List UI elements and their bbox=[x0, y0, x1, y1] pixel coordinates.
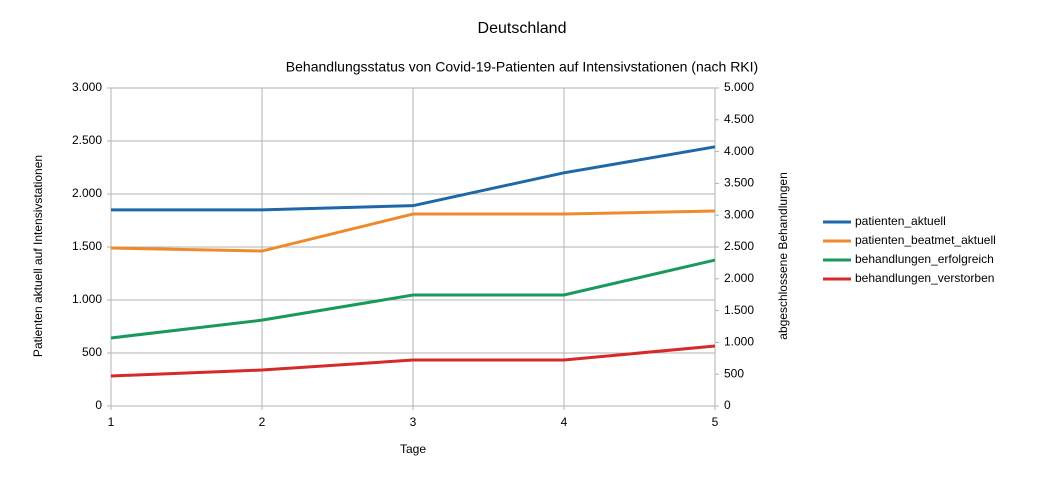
y-tick-label: 0 bbox=[95, 398, 102, 412]
legend-label: patienten_beatmet_aktuell bbox=[855, 233, 996, 247]
y2-tick-label: 2.000 bbox=[724, 271, 754, 285]
chart-title: Deutschland bbox=[478, 20, 567, 37]
x-tick-label: 2 bbox=[259, 415, 266, 429]
y2-tick-label: 0 bbox=[724, 398, 731, 412]
x-tick-label: 1 bbox=[108, 415, 115, 429]
legend-label: behandlungen_verstorben bbox=[855, 271, 994, 285]
y-tick-label: 2.000 bbox=[72, 186, 102, 200]
y2-tick-label: 1.000 bbox=[724, 335, 754, 349]
y2-tick-label: 5.000 bbox=[724, 80, 754, 94]
y-tick-label: 3.000 bbox=[72, 80, 102, 94]
legend-label: behandlungen_erfolgreich bbox=[855, 252, 994, 266]
y2-tick-label: 500 bbox=[724, 366, 744, 380]
y-tick-label: 500 bbox=[82, 345, 102, 359]
y-tick-label: 1.000 bbox=[72, 292, 102, 306]
y2-tick-label: 3.000 bbox=[724, 207, 754, 221]
y-axis-label: Patienten aktuell auf Intensivstationen bbox=[31, 155, 45, 357]
y2-tick-label: 4.500 bbox=[724, 112, 754, 126]
y2-tick-label: 2.500 bbox=[724, 239, 754, 253]
x-tick-label: 5 bbox=[712, 415, 719, 429]
y2-tick-label: 3.500 bbox=[724, 176, 754, 190]
series-line bbox=[110, 258, 716, 340]
series-line bbox=[110, 209, 716, 253]
legend-label: patienten_aktuell bbox=[855, 214, 946, 228]
series-line bbox=[110, 344, 716, 378]
y2-tick-label: 1.500 bbox=[724, 303, 754, 317]
y-tick-label: 1.500 bbox=[72, 239, 102, 253]
series-line bbox=[111, 145, 716, 212]
y-tick-label: 2.500 bbox=[72, 133, 102, 147]
x-tick-label: 3 bbox=[410, 415, 417, 429]
y2-tick-label: 4.000 bbox=[724, 144, 754, 158]
chart-subtitle: Behandlungsstatus von Covid-19-Patienten… bbox=[286, 59, 758, 75]
y2-axis-label: abgeschlossene Behandlungen bbox=[776, 172, 790, 339]
x-axis-label: Tage bbox=[400, 442, 426, 456]
x-tick-label: 4 bbox=[561, 415, 568, 429]
